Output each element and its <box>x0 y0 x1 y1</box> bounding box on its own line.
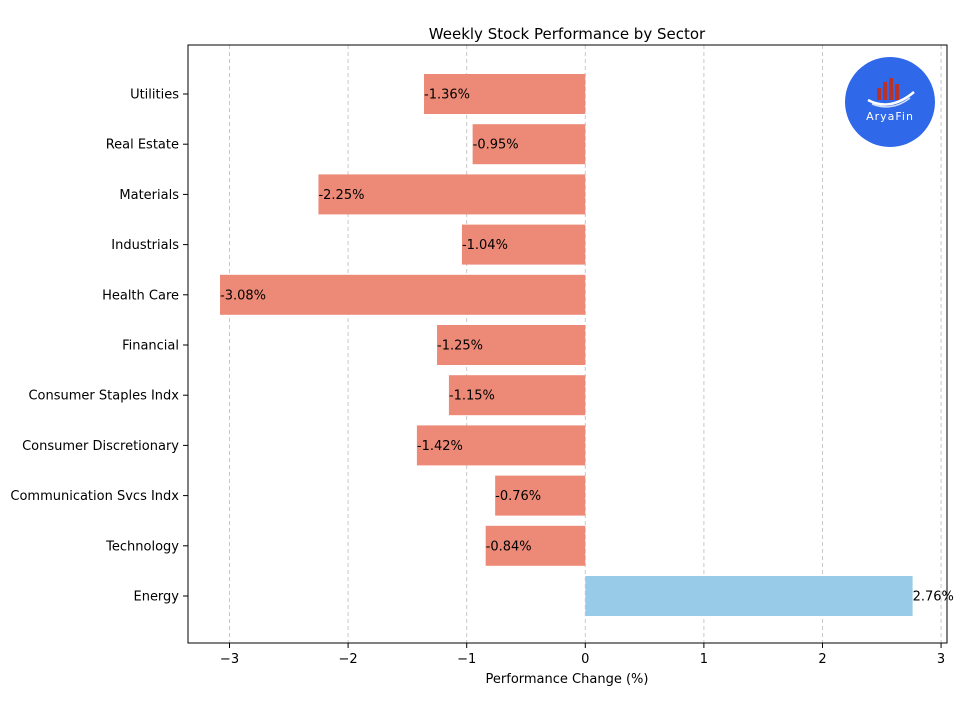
bar <box>461 224 586 265</box>
bar-value-label: -1.25% <box>437 339 483 354</box>
axes-frame <box>187 44 948 644</box>
y-tick-label: Utilities <box>130 88 179 103</box>
logo-bar-2 <box>883 82 887 100</box>
value-labels: -1.36% -0.95% -2.25% -1.04% -3.08% -1.25% -1.1… <box>220 88 954 605</box>
logo-bar-1 <box>877 88 881 100</box>
y-tick-label: Real Estate <box>106 138 179 153</box>
y-tick-label: Health Care <box>102 288 179 303</box>
y-tick-label: Industrials <box>111 238 179 253</box>
x-tick-label: 2 <box>818 652 826 667</box>
aryafin-logo: AryaFin <box>845 57 935 147</box>
bar-value-label: -1.42% <box>417 439 463 454</box>
x-tick-label: 0 <box>581 652 589 667</box>
bar-value-label: -1.04% <box>462 238 508 253</box>
y-tick-label: Consumer Discretionary <box>22 439 179 454</box>
logo-bar-3 <box>889 78 893 100</box>
y-tick-label: Communication Svcs Indx <box>10 489 179 504</box>
y-tick-label: Consumer Staples Indx <box>28 389 179 404</box>
bar <box>495 475 586 516</box>
logo-text: AryaFin <box>866 110 914 123</box>
bar <box>220 274 586 315</box>
bar-value-label: -1.36% <box>424 88 470 103</box>
x-tick-label: −3 <box>220 652 239 667</box>
y-tick-label: Energy <box>133 590 179 605</box>
y-tick-label: Technology <box>105 539 179 554</box>
y-axis-ticks: Utilities Real Estate Materials Industrials… <box>10 88 188 605</box>
y-tick-label: Materials <box>119 188 179 203</box>
bar <box>585 576 913 616</box>
bar <box>318 174 586 215</box>
logo-bar-4 <box>895 84 899 100</box>
x-tick-label: 3 <box>937 652 945 667</box>
x-tick-label: −2 <box>339 652 358 667</box>
x-tick-label: 1 <box>700 652 708 667</box>
bar-value-label: -1.15% <box>449 389 495 404</box>
bar-value-label: -2.25% <box>318 188 364 203</box>
bar-group <box>220 74 913 616</box>
bar <box>485 525 586 566</box>
bar <box>472 124 586 165</box>
bar <box>424 74 586 114</box>
bar <box>416 425 586 466</box>
logo-circle <box>845 57 935 147</box>
logo-swoosh-2 <box>871 97 911 108</box>
logo-swoosh <box>867 91 915 106</box>
bar-value-label: -0.76% <box>495 489 541 504</box>
bar-value-label: 2.76% <box>913 590 954 605</box>
y-tick-label: Financial <box>122 339 179 354</box>
bar <box>437 325 586 365</box>
x-axis-ticks: −3 −2 −1 0 1 2 3 <box>220 643 945 667</box>
bar-value-label: -0.95% <box>473 138 519 153</box>
x-tick-label: −1 <box>457 652 476 667</box>
bar-value-label: -3.08% <box>220 288 266 303</box>
x-axis-label: Performance Change (%) <box>486 672 649 687</box>
bar <box>448 375 586 416</box>
chart-title: Weekly Stock Performance by Sector <box>429 25 706 43</box>
bar-value-label: -0.84% <box>486 539 532 554</box>
